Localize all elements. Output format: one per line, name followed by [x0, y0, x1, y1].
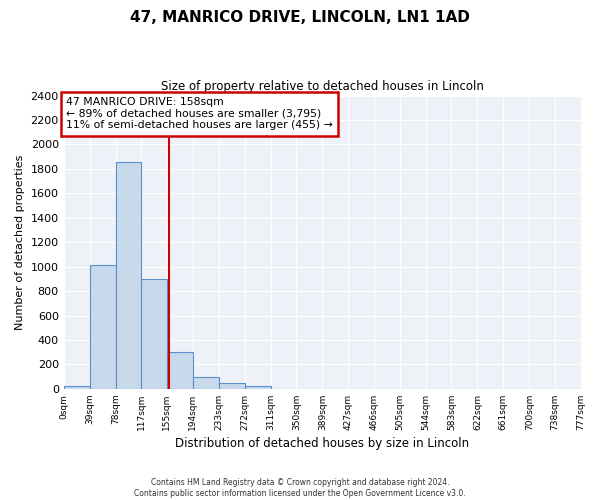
Bar: [193, 376, 218, 389]
Bar: [218, 384, 245, 389]
Bar: [116, 162, 142, 389]
Bar: [245, 386, 271, 389]
Text: 47 MANRICO DRIVE: 158sqm
← 89% of detached houses are smaller (3,795)
11% of sem: 47 MANRICO DRIVE: 158sqm ← 89% of detach…: [66, 97, 333, 130]
Bar: [142, 279, 167, 389]
Title: Size of property relative to detached houses in Lincoln: Size of property relative to detached ho…: [161, 80, 484, 93]
Bar: [89, 266, 116, 389]
Y-axis label: Number of detached properties: Number of detached properties: [15, 154, 25, 330]
Text: 47, MANRICO DRIVE, LINCOLN, LN1 1AD: 47, MANRICO DRIVE, LINCOLN, LN1 1AD: [130, 10, 470, 25]
Bar: [167, 352, 193, 389]
X-axis label: Distribution of detached houses by size in Lincoln: Distribution of detached houses by size …: [175, 437, 469, 450]
Text: Contains HM Land Registry data © Crown copyright and database right 2024.
Contai: Contains HM Land Registry data © Crown c…: [134, 478, 466, 498]
Bar: [64, 386, 89, 389]
